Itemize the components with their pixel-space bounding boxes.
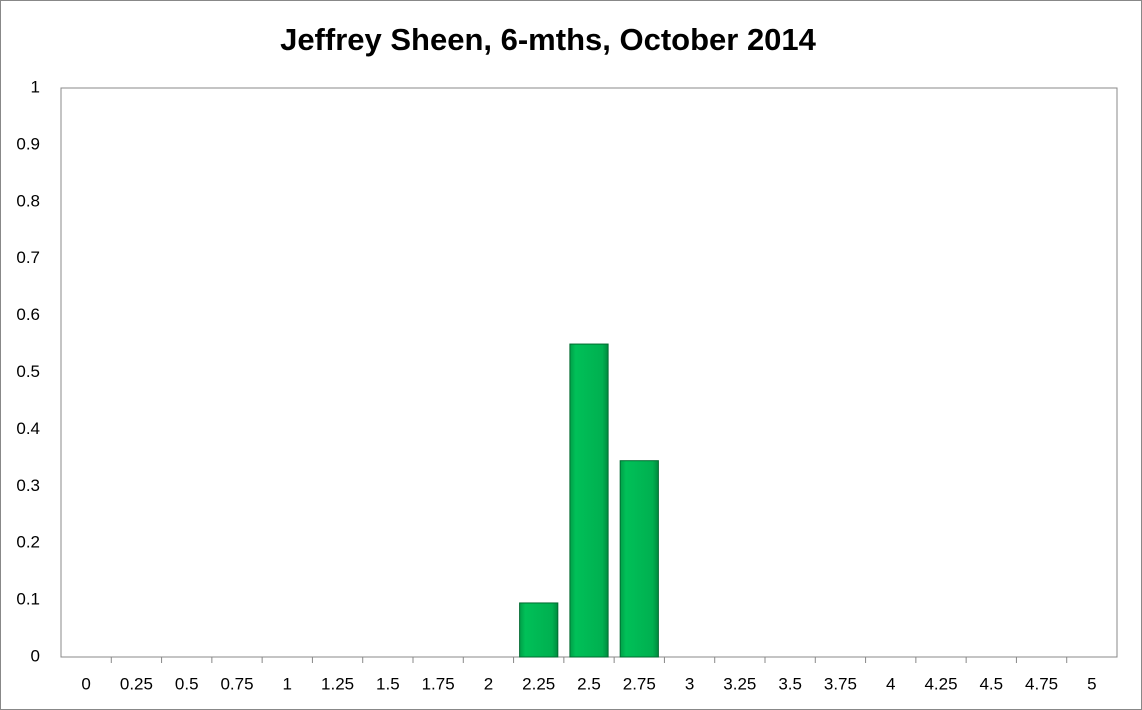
x-tick-label: 4.5 [979, 674, 1003, 693]
y-tick-label: 0.1 [16, 590, 40, 609]
x-tick-label: 0.25 [120, 674, 153, 693]
x-tick-label: 3 [685, 674, 694, 693]
x-tick-label: 4.25 [924, 674, 957, 693]
x-tick-label: 2.5 [577, 674, 601, 693]
y-tick-label: 0.4 [16, 419, 40, 438]
x-tick-label: 5 [1087, 674, 1096, 693]
x-tick-label: 0.5 [175, 674, 199, 693]
x-tick-label: 3.5 [778, 674, 802, 693]
bar [619, 460, 659, 658]
x-tick-label: 1.25 [321, 674, 354, 693]
y-tick-label: 0.2 [16, 533, 40, 552]
x-tick-label: 3.75 [824, 674, 857, 693]
x-tick-label: 2 [484, 674, 493, 693]
x-tick-label: 3.25 [723, 674, 756, 693]
bar [569, 343, 609, 658]
x-tick-label: 1.75 [422, 674, 455, 693]
y-tick-label: 0.7 [16, 248, 40, 267]
y-tick-label: 0.3 [16, 476, 40, 495]
x-tick-label: 2.25 [522, 674, 555, 693]
y-tick-label: 0.8 [16, 191, 40, 210]
x-tick-label: 0.75 [220, 674, 253, 693]
x-tick-label: 4 [886, 674, 895, 693]
x-tick-label: 2.75 [623, 674, 656, 693]
bar [519, 602, 559, 658]
y-tick-label: 0.6 [16, 305, 40, 324]
x-tick-label: 1.5 [376, 674, 400, 693]
chart-title: Jeffrey Sheen, 6-mths, October 2014 [280, 22, 817, 57]
y-tick-label: 1 [31, 77, 40, 96]
y-tick-label: 0 [31, 646, 40, 665]
y-tick-label: 0.9 [16, 134, 40, 153]
x-tick-label: 4.75 [1025, 674, 1058, 693]
x-tick-label: 0 [81, 674, 90, 693]
x-tick-label: 1 [283, 674, 292, 693]
y-tick-label: 0.5 [16, 362, 40, 381]
